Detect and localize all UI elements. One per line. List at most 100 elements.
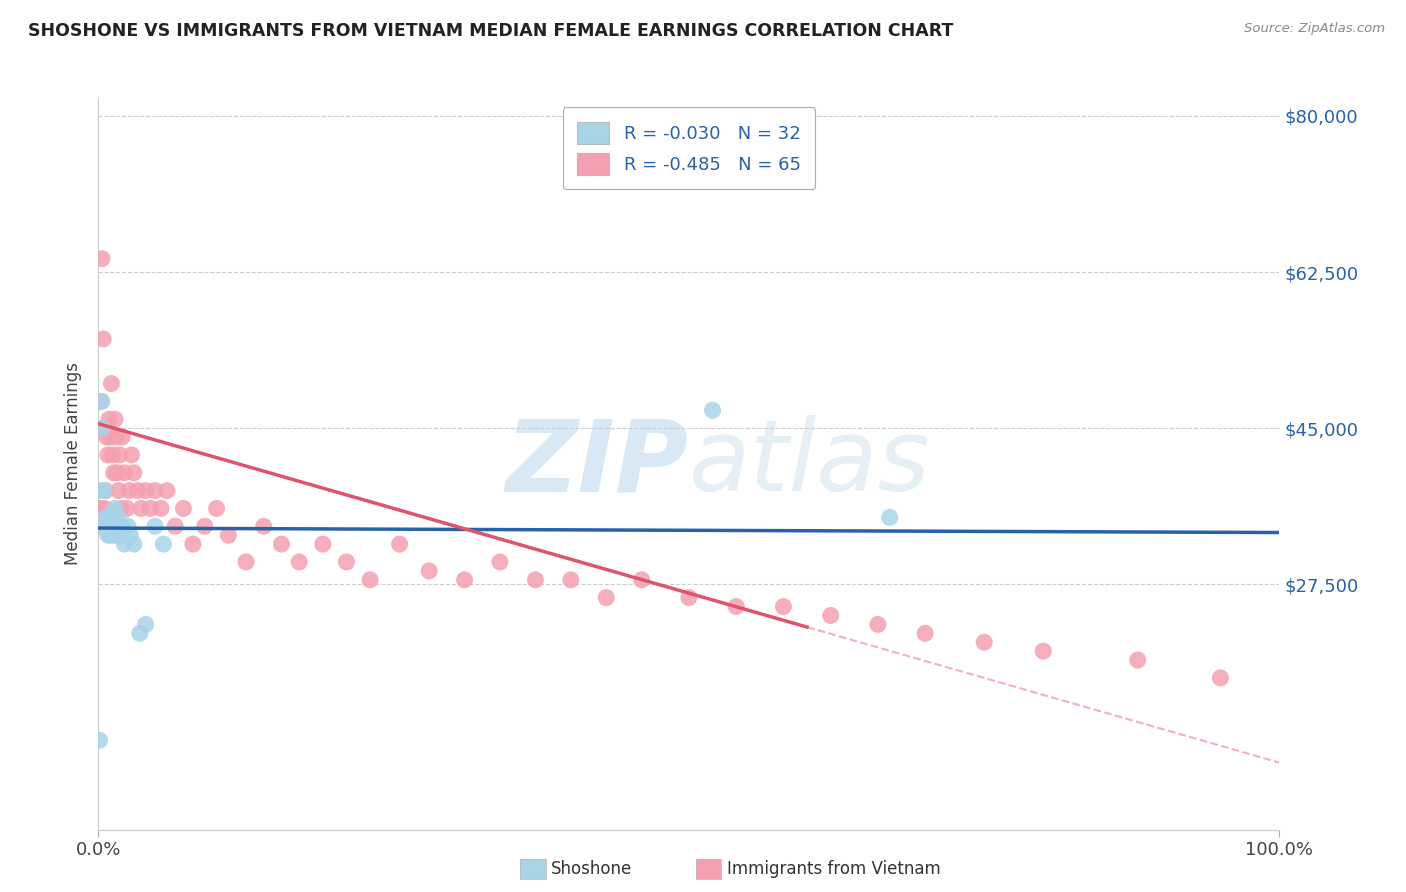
Point	[205, 501, 228, 516]
Point	[98, 412, 121, 426]
Point	[103, 466, 125, 480]
Point	[772, 599, 794, 614]
Point	[97, 528, 120, 542]
Point	[104, 501, 127, 516]
Point	[96, 430, 118, 444]
Text: Immigrants from Vietnam: Immigrants from Vietnam	[727, 860, 941, 878]
Point	[135, 617, 157, 632]
Point	[820, 608, 842, 623]
Legend: R = -0.030   N = 32, R = -0.485   N = 65: R = -0.030 N = 32, R = -0.485 N = 65	[562, 107, 815, 189]
Point	[100, 510, 122, 524]
Point	[98, 430, 121, 444]
Point	[96, 519, 118, 533]
Point	[112, 466, 135, 480]
Text: Source: ZipAtlas.com: Source: ZipAtlas.com	[1244, 22, 1385, 36]
Point	[101, 519, 124, 533]
Point	[101, 448, 124, 462]
Point	[359, 573, 381, 587]
Point	[122, 537, 145, 551]
Point	[156, 483, 179, 498]
Point	[122, 466, 145, 480]
Point	[143, 519, 166, 533]
Point	[105, 519, 128, 533]
Point	[100, 376, 122, 391]
Point	[181, 537, 204, 551]
Point	[172, 501, 194, 516]
Point	[110, 528, 132, 542]
Point	[108, 519, 131, 533]
Point	[121, 448, 143, 462]
Point	[194, 519, 217, 533]
Text: atlas: atlas	[689, 416, 931, 512]
Point	[107, 510, 129, 524]
Point	[91, 421, 114, 435]
Point	[217, 528, 239, 542]
Point	[107, 483, 129, 498]
Point	[129, 501, 152, 516]
Point	[418, 564, 440, 578]
Point	[879, 510, 901, 524]
Point	[98, 519, 121, 533]
Point	[98, 528, 121, 542]
Text: Shoshone: Shoshone	[551, 860, 633, 878]
Point	[112, 537, 135, 551]
Point	[288, 555, 311, 569]
Point	[108, 448, 131, 462]
Point	[560, 573, 582, 587]
Point	[135, 483, 157, 498]
Point	[110, 501, 132, 516]
Point	[152, 537, 174, 551]
Point	[111, 519, 134, 533]
Point	[93, 421, 115, 435]
Point	[1126, 653, 1149, 667]
Point	[120, 528, 142, 542]
Point	[104, 412, 127, 426]
Point	[702, 403, 724, 417]
Point	[89, 733, 111, 747]
Point	[312, 537, 335, 551]
Point	[105, 528, 128, 542]
Point	[270, 537, 292, 551]
Point	[973, 635, 995, 649]
Point	[111, 430, 134, 444]
Point	[524, 573, 547, 587]
Point	[93, 483, 115, 498]
Point	[128, 626, 150, 640]
Point	[235, 555, 257, 569]
Point	[105, 466, 128, 480]
Point	[91, 519, 114, 533]
Point	[91, 394, 114, 409]
Point	[127, 483, 149, 498]
Point	[489, 555, 512, 569]
Point	[94, 510, 117, 524]
Point	[866, 617, 889, 632]
Point	[453, 573, 475, 587]
Point	[98, 510, 121, 524]
Point	[97, 448, 120, 462]
Point	[630, 573, 652, 587]
Point	[115, 501, 138, 516]
Point	[725, 599, 748, 614]
Point	[103, 528, 125, 542]
Point	[678, 591, 700, 605]
Text: ZIP: ZIP	[506, 416, 689, 512]
Point	[253, 519, 276, 533]
Point	[1032, 644, 1054, 658]
Point	[595, 591, 617, 605]
Point	[118, 483, 141, 498]
Point	[94, 483, 117, 498]
Point	[139, 501, 162, 516]
Point	[150, 501, 173, 516]
Point	[388, 537, 411, 551]
Point	[91, 252, 114, 266]
Point	[335, 555, 357, 569]
Point	[90, 394, 112, 409]
Point	[90, 519, 112, 533]
Point	[914, 626, 936, 640]
Point	[93, 501, 115, 516]
Point	[91, 332, 114, 346]
Point	[90, 483, 112, 498]
Point	[143, 483, 166, 498]
Point	[165, 519, 187, 533]
Point	[117, 519, 139, 533]
